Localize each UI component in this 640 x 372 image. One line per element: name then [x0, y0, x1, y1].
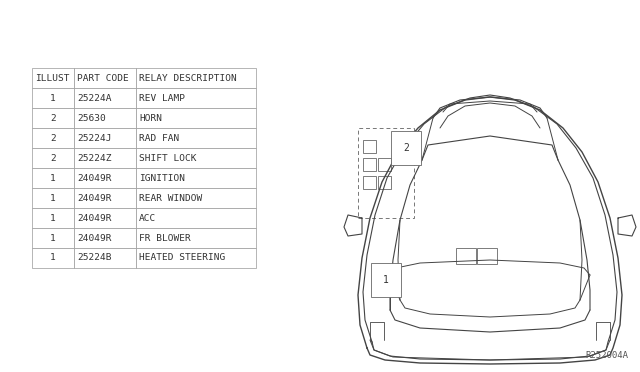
Bar	[32, 128, 74, 148]
Text: 1: 1	[50, 214, 56, 222]
Bar	[74, 228, 136, 248]
Bar	[136, 108, 256, 128]
Bar	[136, 188, 256, 208]
Text: 1: 1	[50, 93, 56, 103]
Text: 24049R: 24049R	[77, 234, 111, 243]
Text: FR BLOWER: FR BLOWER	[139, 234, 191, 243]
Text: 1: 1	[50, 234, 56, 243]
Text: 24049R: 24049R	[77, 214, 111, 222]
Bar	[32, 68, 74, 88]
Bar	[74, 88, 136, 108]
Bar	[74, 248, 136, 268]
Bar	[363, 158, 376, 171]
Text: R252004A: R252004A	[585, 351, 628, 360]
Bar	[32, 88, 74, 108]
Text: 25630: 25630	[77, 113, 106, 122]
Text: PART CODE: PART CODE	[77, 74, 129, 83]
Bar	[136, 228, 256, 248]
Bar	[358, 128, 414, 218]
Bar	[136, 208, 256, 228]
Bar	[456, 248, 476, 264]
Text: SHIFT LOCK: SHIFT LOCK	[139, 154, 196, 163]
Bar	[136, 88, 256, 108]
Bar	[136, 248, 256, 268]
Text: 24049R: 24049R	[77, 193, 111, 202]
Bar	[32, 108, 74, 128]
Text: 24049R: 24049R	[77, 173, 111, 183]
Bar	[32, 248, 74, 268]
Text: ACC: ACC	[139, 214, 156, 222]
Text: HORN: HORN	[139, 113, 162, 122]
Text: ILLUST: ILLUST	[35, 74, 70, 83]
Bar	[378, 176, 391, 189]
Bar	[74, 128, 136, 148]
Bar	[378, 158, 391, 171]
Text: REAR WINDOW: REAR WINDOW	[139, 193, 202, 202]
Text: 25224J: 25224J	[77, 134, 111, 142]
Text: HEATED STEERING: HEATED STEERING	[139, 253, 225, 263]
Bar	[74, 188, 136, 208]
Bar	[136, 148, 256, 168]
Bar	[32, 228, 74, 248]
Text: 2: 2	[50, 154, 56, 163]
Bar	[363, 140, 376, 153]
Bar	[32, 148, 74, 168]
Bar	[74, 208, 136, 228]
Text: 1: 1	[50, 193, 56, 202]
Bar	[74, 108, 136, 128]
Text: 1: 1	[50, 253, 56, 263]
Text: 1: 1	[50, 173, 56, 183]
Text: RELAY DESCRIPTION: RELAY DESCRIPTION	[139, 74, 237, 83]
Bar	[136, 68, 256, 88]
Text: 1: 1	[383, 275, 389, 285]
Text: 2: 2	[50, 113, 56, 122]
Text: 25224A: 25224A	[77, 93, 111, 103]
Text: 25224Z: 25224Z	[77, 154, 111, 163]
Text: IGNITION: IGNITION	[139, 173, 185, 183]
Bar	[74, 68, 136, 88]
Bar	[32, 208, 74, 228]
Bar	[136, 128, 256, 148]
Bar	[32, 188, 74, 208]
Text: RAD FAN: RAD FAN	[139, 134, 179, 142]
Bar	[74, 168, 136, 188]
Text: 2: 2	[50, 134, 56, 142]
Bar	[136, 168, 256, 188]
Text: REV LAMP: REV LAMP	[139, 93, 185, 103]
Text: 2: 2	[403, 143, 409, 153]
Bar	[74, 148, 136, 168]
Bar	[32, 168, 74, 188]
Bar	[477, 248, 497, 264]
Text: 25224B: 25224B	[77, 253, 111, 263]
Bar	[363, 176, 376, 189]
